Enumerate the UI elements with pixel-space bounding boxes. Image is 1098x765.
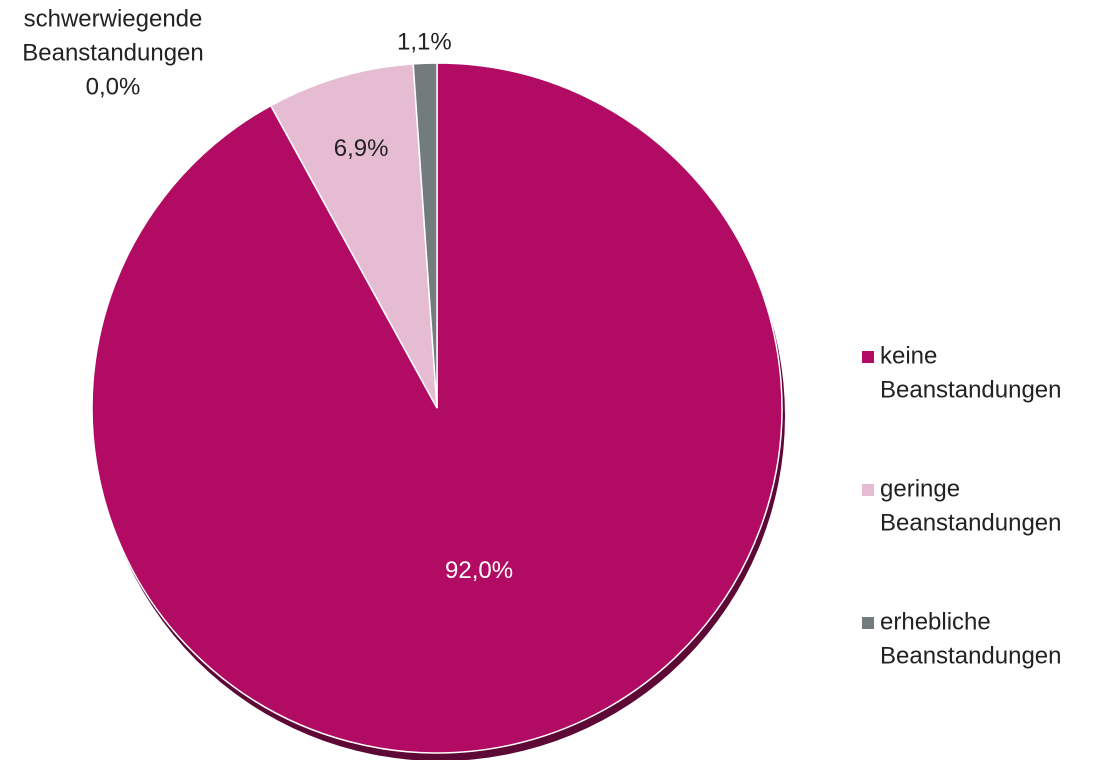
data-labels-layer: 92,0% 6,9% 1,1% schwerwiegende Beanstandunge…	[22, 5, 513, 584]
legend-label: Beanstandungen	[880, 642, 1062, 669]
legend-item-keine-beanstandungen: keine Beanstandungen	[862, 342, 1062, 403]
pie-slice-erhebliche-beanstandungen	[412, 62, 438, 409]
legend-item-erhebliche-beanstandungen: erhebliche Beanstandungen	[862, 608, 1062, 669]
legend-label: keine	[880, 342, 937, 369]
callout-label-line-2: Beanstandungen	[22, 39, 204, 66]
pie-slice-geringe-beanstandungen	[269, 63, 438, 409]
legend-swatch	[862, 351, 874, 363]
legend-swatch	[862, 617, 874, 629]
legend-label: Beanstandungen	[880, 376, 1062, 403]
callout-label-line-1: schwerwiegende	[24, 5, 203, 32]
legend-label: erhebliche	[880, 608, 991, 635]
legend-swatch	[862, 484, 874, 496]
legend-item-geringe-beanstandungen: geringe Beanstandungen	[862, 475, 1062, 536]
slices-layer	[91, 62, 785, 761]
legend: keine Beanstandungen geringe Beanstandungen…	[862, 342, 1062, 669]
data-label-schwerwiegende-beanstandungen: 0,0%	[86, 73, 141, 100]
data-label-keine-beanstandungen: 92,0%	[445, 557, 513, 584]
legend-label: Beanstandungen	[880, 509, 1062, 536]
data-label-geringe-beanstandungen: 6,9%	[334, 135, 389, 162]
data-label-erhebliche-beanstandungen: 1,1%	[397, 29, 452, 56]
legend-label: geringe	[880, 475, 960, 502]
